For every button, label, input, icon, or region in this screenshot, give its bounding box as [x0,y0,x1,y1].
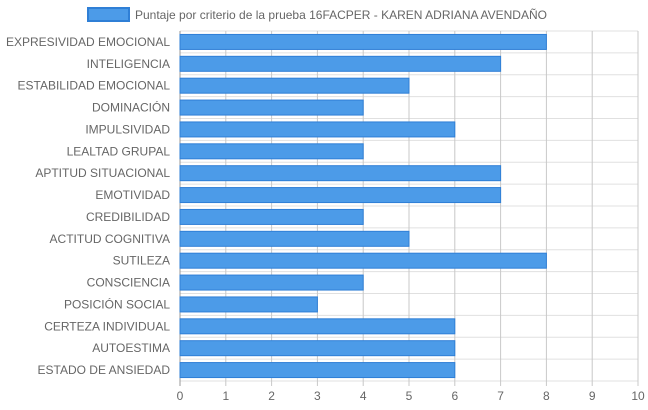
category-labels: EXPRESIVIDAD EMOCIONAL INTELIGENCIA ESTABI… [6,35,170,377]
x-tick-label: 1 [222,389,229,403]
bar[interactable] [179,55,502,72]
category-label: CREDIBILIDAD [86,210,170,224]
x-tick-label: 7 [497,389,504,403]
bar[interactable] [179,165,502,182]
x-tick-label: 5 [406,389,413,403]
category-label: POSICIÓN SOCIAL [64,296,170,311]
bars [179,33,547,379]
bar[interactable] [179,274,364,291]
legend-label[interactable]: Puntaje por criterio de la prueba 16FACP… [135,8,547,22]
bar[interactable] [179,252,547,269]
category-label: AUTOESTIMA [92,341,170,355]
category-label: IMPULSIVIDAD [85,122,170,136]
category-label: EMOTIVIDAD [95,188,170,202]
bar[interactable] [179,33,547,50]
bar[interactable] [179,77,410,94]
category-label: CERTEZA INDIVIDUAL [44,319,170,333]
category-label: LEALTAD GRUPAL [67,144,171,158]
bar[interactable] [179,187,502,204]
bar[interactable] [179,208,364,225]
bar[interactable] [179,230,410,247]
bar[interactable] [179,362,456,379]
bar[interactable] [179,99,364,116]
legend-swatch[interactable] [87,7,130,22]
bar[interactable] [179,296,318,313]
bar[interactable] [179,121,456,138]
category-label: CONSCIENCIA [87,276,170,290]
category-label: SUTILEZA [113,254,170,268]
x-tick-label: 9 [589,389,596,403]
x-tick-label: 2 [268,389,275,403]
x-tick-label: 10 [631,389,645,403]
x-tick-label: 4 [360,389,367,403]
category-label: ESTABILIDAD EMOCIONAL [18,79,171,93]
bar[interactable] [179,340,456,357]
x-tick-label: 8 [543,389,550,403]
bar[interactable] [179,143,364,160]
category-label: APTITUD SITUACIONAL [35,166,170,180]
category-label: INTELIGENCIA [87,57,170,71]
bar[interactable] [179,318,456,335]
category-label: DOMINACIÓN [92,100,170,115]
x-axis-tick-labels: 0 1 2 3 4 5 6 7 8 9 10 [177,389,645,403]
category-label: EXPRESIVIDAD EMOCIONAL [6,35,170,49]
x-tick-label: 6 [451,389,458,403]
legend[interactable]: Puntaje por criterio de la prueba 16FACP… [87,7,547,22]
category-label: ESTADO DE ANSIEDAD [38,363,171,377]
x-tick-label: 0 [177,389,184,403]
x-tick-label: 3 [314,389,321,403]
category-label: ACTITUD COGNITIVA [50,232,170,246]
